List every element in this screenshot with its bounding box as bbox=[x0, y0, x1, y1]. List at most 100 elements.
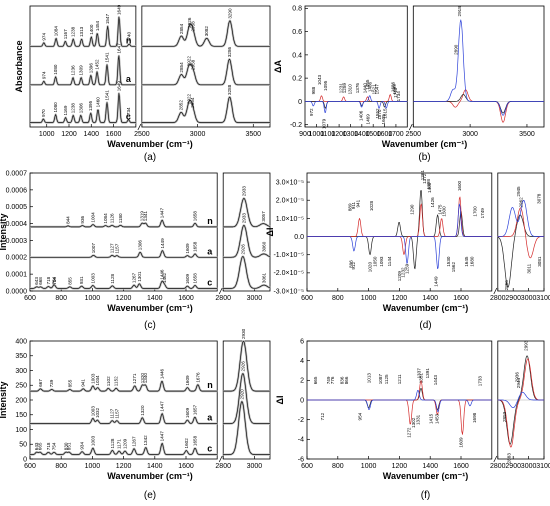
peak-label: 2926 bbox=[240, 244, 245, 255]
peak-label: 3061 bbox=[261, 272, 266, 283]
x-tick-label: 1400 bbox=[147, 295, 163, 302]
peak-label: 1337 bbox=[416, 368, 421, 379]
peak-label: 1609 bbox=[458, 437, 463, 448]
peak-label: 1398 bbox=[426, 179, 431, 190]
peak-label: 866 bbox=[344, 376, 349, 384]
peak-label: 1003 bbox=[90, 373, 95, 384]
peak-label: 1209 bbox=[397, 271, 402, 282]
y-tick-label: 0.0002 bbox=[6, 255, 28, 262]
peak-label: 2958 bbox=[190, 59, 195, 70]
y-tick-label: -1.0×10⁻⁵ bbox=[273, 252, 304, 259]
panel-caption: (f) bbox=[421, 490, 430, 501]
peak-label: 1734 bbox=[396, 91, 401, 102]
peak-label: 3286 bbox=[227, 47, 232, 58]
axis-break-mark bbox=[493, 455, 498, 463]
peak-label: 912 bbox=[351, 262, 356, 270]
peak-label: 1609 bbox=[185, 273, 190, 284]
x-tick-label: 2900 bbox=[505, 463, 521, 470]
x-tick-label: 800 bbox=[332, 463, 344, 470]
x-tick-label: 2800 bbox=[215, 463, 231, 470]
peak-label: 2944 bbox=[516, 378, 521, 389]
peak-label: 1460 bbox=[95, 97, 100, 108]
peak-label: 1167 bbox=[63, 29, 68, 39]
x-tick-label: 3000 bbox=[521, 463, 537, 470]
peak-label: 855 bbox=[67, 379, 72, 387]
peak-label: 1609 bbox=[185, 407, 190, 418]
plot-frame bbox=[304, 5, 408, 128]
peak-label: 1003 bbox=[90, 435, 95, 446]
series-line-n bbox=[30, 381, 218, 392]
peak-label: 2853 bbox=[502, 411, 507, 422]
peak-label: 1686 bbox=[390, 81, 395, 92]
y-tick-label: -2.0×10⁻⁵ bbox=[273, 270, 304, 277]
peak-label: 1003 bbox=[90, 406, 95, 417]
peak-label: 954 bbox=[358, 412, 363, 420]
peak-label: 3081 bbox=[537, 256, 542, 267]
axis-break-mark bbox=[493, 287, 498, 295]
x-tick-label: 3500 bbox=[519, 131, 535, 138]
x-tick-label: 1600 bbox=[453, 295, 469, 302]
peak-label: 667 bbox=[38, 379, 43, 387]
peak-label: 974 bbox=[41, 33, 46, 41]
peak-label: 1649 bbox=[117, 4, 122, 15]
series-line-blue bbox=[307, 203, 492, 269]
y-tick-label: 0.0007 bbox=[6, 170, 28, 177]
series-line-blue bbox=[305, 95, 408, 113]
peak-label: 1602 bbox=[184, 438, 189, 449]
x-tick-label: 1600 bbox=[377, 131, 393, 138]
peak-label: 1443 bbox=[433, 375, 438, 386]
peak-label: 1605 bbox=[381, 114, 386, 125]
y-axis-title: ΔA bbox=[273, 60, 283, 73]
x-tick-label: 1200 bbox=[392, 295, 408, 302]
x-tick-label: 1200 bbox=[392, 463, 408, 470]
peak-label: 941 bbox=[81, 379, 86, 387]
y-tick-label: 0.0 bbox=[294, 234, 304, 241]
peak-label: 1396 bbox=[88, 63, 93, 74]
peak-label: 836 bbox=[339, 376, 344, 384]
series-line-c bbox=[223, 256, 271, 289]
y-axis-title: ΔI bbox=[275, 396, 285, 405]
series-line-black bbox=[307, 388, 492, 411]
peak-label: 2920 bbox=[239, 389, 244, 400]
x-tick-label: 1300 bbox=[343, 131, 359, 138]
peak-label: 830 bbox=[63, 442, 68, 450]
x-tick-label: 1200 bbox=[116, 463, 132, 470]
peak-label: 2890 bbox=[454, 44, 459, 55]
peak-label: 1013 bbox=[367, 373, 372, 384]
plot-frame bbox=[222, 172, 271, 292]
peak-label: 844 bbox=[66, 216, 71, 224]
panel-caption: (b) bbox=[418, 152, 430, 163]
peak-label: 1127 bbox=[110, 408, 115, 418]
y-tick-label: 0.4 bbox=[292, 52, 302, 59]
x-tick-label: 600 bbox=[301, 463, 313, 470]
trace-label: a bbox=[126, 74, 132, 84]
y-tick-label: 300 bbox=[15, 368, 27, 375]
x-axis-title: Wavenumber (cm⁻¹) bbox=[383, 303, 468, 313]
peak-label: 1043 bbox=[317, 74, 322, 85]
panel-c: 600 800 1000 1200 1400 1600 2800 3000 0.0000 0.00… bbox=[0, 170, 271, 313]
x-tick-label: 800 bbox=[332, 295, 344, 302]
y-tick-label: 100 bbox=[15, 427, 27, 434]
x-axis-title: Wavenumber (cm⁻¹) bbox=[107, 471, 192, 481]
x-tick-label: 2800 bbox=[490, 463, 506, 470]
peak-label: 1209 bbox=[123, 438, 128, 449]
peak-label: 1541 bbox=[104, 52, 109, 63]
peak-label: 1157 bbox=[114, 243, 119, 253]
peak-label: 2854 bbox=[179, 23, 184, 34]
x-tick-label: 1000 bbox=[85, 295, 101, 302]
plot-frame bbox=[497, 172, 545, 292]
peak-label: 1034 bbox=[95, 375, 100, 386]
series-line-red bbox=[497, 207, 544, 259]
axis-break-mark bbox=[218, 287, 223, 295]
series-band-a bbox=[141, 58, 271, 86]
peak-label: 754 bbox=[52, 276, 57, 284]
peak-label: 1406 bbox=[359, 110, 364, 121]
y-axis-title: Intensity bbox=[0, 381, 8, 418]
x-axis-title: Wavenumber (cm⁻¹) bbox=[383, 471, 468, 481]
x-tick-label: 3000 bbox=[247, 295, 263, 302]
peak-label: 1080 bbox=[53, 64, 58, 75]
peak-label: 1102 bbox=[106, 376, 111, 386]
peak-label: 896 bbox=[349, 260, 354, 268]
